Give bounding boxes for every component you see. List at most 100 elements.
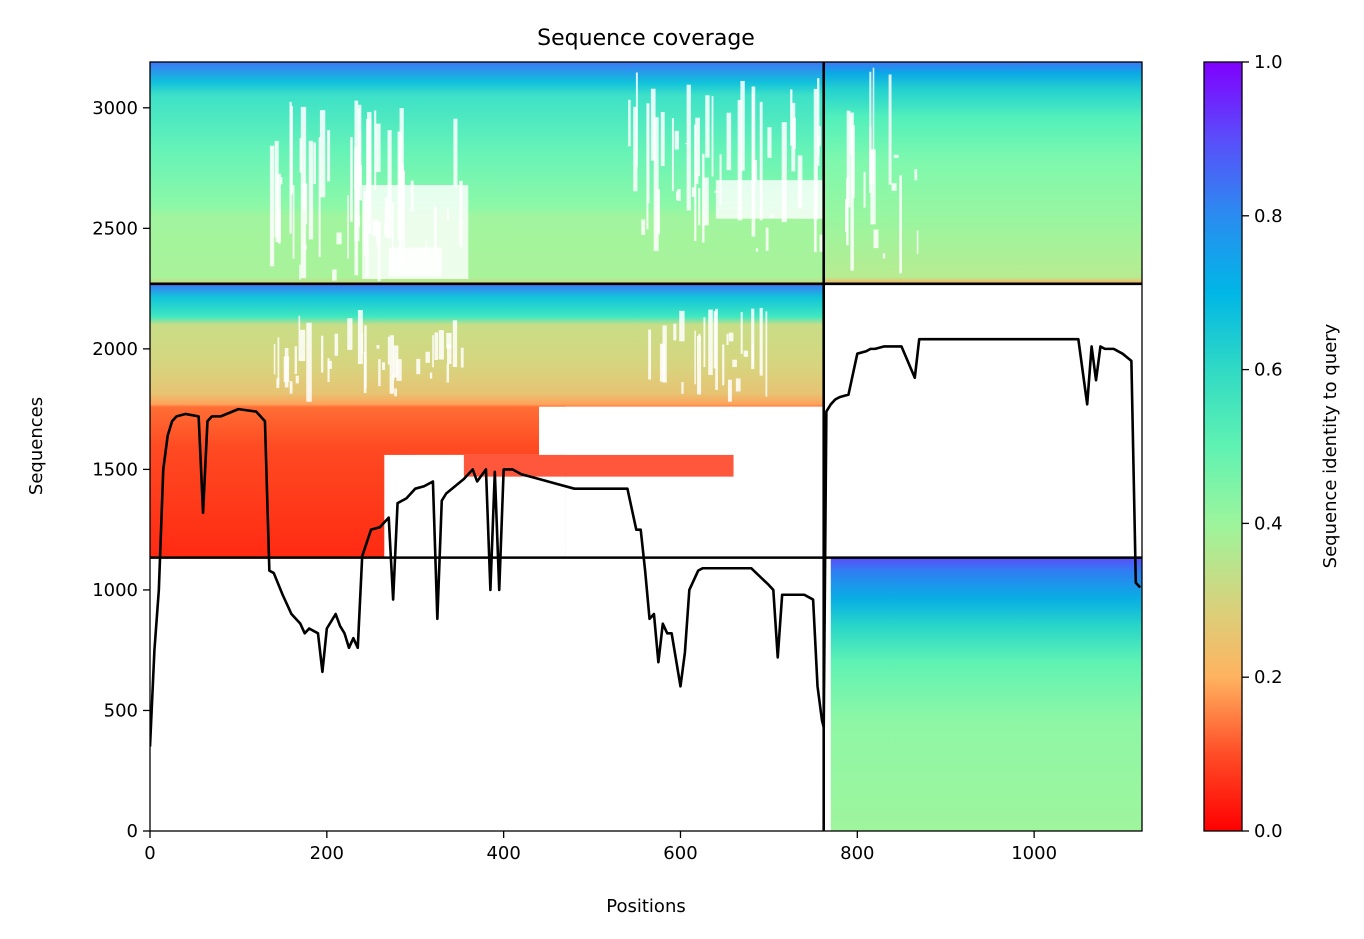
gap-streak-4-4: [914, 169, 918, 181]
gap-streak-1-8: [327, 360, 332, 369]
gap-streak-4-12: [869, 71, 872, 152]
gap-streak-0-12: [387, 130, 392, 239]
gap-streak-2-15: [755, 248, 759, 252]
gap-streak-0-37: [280, 177, 283, 185]
axes-frame: [149, 61, 1143, 832]
gap-streak-2-48: [646, 103, 649, 230]
y-tick-label-0: 0: [127, 821, 138, 842]
gap-streak-2-16: [685, 143, 687, 145]
gap-streak-1-17: [432, 335, 434, 368]
gap-streak-4-16: [845, 199, 848, 232]
gap-streak-2-4: [711, 96, 714, 177]
gap-streak-2-18: [677, 189, 681, 202]
gap-streak-2-24: [759, 101, 763, 221]
colorbar-tick-label-0.8: 0.8: [1254, 206, 1283, 227]
gap-streak-3-0: [703, 317, 706, 368]
gap-streak-2-45: [819, 234, 824, 252]
x-tick-label-200: 200: [310, 843, 344, 864]
coverage-line: [150, 337, 1142, 747]
gap-streak-2-9: [695, 173, 699, 185]
gap-streak-1-4: [429, 372, 433, 379]
gap-streak-3-20: [751, 308, 755, 370]
colorbar-tick-label-0.0: 0.0: [1254, 821, 1283, 842]
gap-streak-0-47: [367, 111, 372, 234]
uncovered-region-5: [539, 406, 824, 455]
gap-streak-0-52: [302, 183, 307, 210]
gap-streak-4-3: [899, 175, 902, 274]
gap-streak-1-32: [289, 381, 293, 394]
y-tick-label-500: 500: [104, 700, 138, 721]
gap-streak-2-34: [656, 189, 661, 235]
gap-streak-2-43: [740, 80, 745, 171]
gap-streak-2-25: [703, 177, 709, 226]
gap-streak-1-0: [298, 315, 301, 361]
gap-streak-1-37: [393, 345, 399, 378]
gap-streak-1-11: [434, 332, 439, 360]
gap-streak-4-14: [888, 74, 892, 185]
gap-streak-0-59: [347, 195, 349, 259]
gap-streak-0-8: [299, 138, 303, 173]
gap-streak-2-44: [705, 95, 710, 158]
gap-streak-1-6: [327, 358, 330, 383]
gap-streak-2-22: [726, 112, 732, 171]
colorbar-tick-label-1.0: 1.0: [1254, 52, 1283, 73]
gap-streak-2-41: [752, 160, 758, 182]
gap-streak-0-58: [357, 108, 360, 222]
gap-streak-0-26: [269, 145, 275, 267]
x-tick-label-800: 800: [840, 843, 874, 864]
gap-streak-2-31: [635, 72, 638, 168]
gap-streak-3-5: [681, 382, 684, 394]
gap-streak-1-31: [376, 345, 380, 349]
gap-streak-0-13: [292, 185, 295, 259]
gap-streak-4-13: [891, 183, 897, 191]
uncovered-region-2: [729, 454, 824, 558]
gap-streak-3-8: [726, 333, 729, 346]
gap-streak-1-9: [460, 347, 464, 368]
gap-streak-2-47: [781, 122, 787, 223]
gap-streak-4-1: [893, 154, 899, 158]
gap-streak-4-2: [916, 230, 919, 254]
x-tick-label-400: 400: [486, 843, 520, 864]
gap-streak-3-14: [679, 310, 685, 342]
y-tick-label-2000: 2000: [92, 339, 138, 360]
gap-streak-2-29: [737, 99, 743, 221]
gap-streak-0-44: [375, 123, 381, 173]
uncovered-region-6: [823, 557, 831, 831]
gap-streak-2-46: [819, 126, 821, 146]
y-tick-label-2500: 2500: [92, 218, 138, 239]
gap-streak-2-12: [674, 130, 680, 150]
heatmap-block-4: [823, 557, 1142, 831]
gap-streak-2-32: [719, 154, 722, 205]
gap-streak-2-11: [628, 99, 631, 147]
gap-streak-1-3: [446, 332, 452, 349]
colorbar: [1203, 61, 1243, 832]
heatmap-block-1: [150, 62, 824, 284]
y-tick-label-1000: 1000: [92, 580, 138, 601]
gap-streak-2-27: [790, 89, 793, 146]
gap-streak-2-8: [660, 111, 665, 167]
gap-streak-4-10: [849, 114, 852, 155]
gap-streak-3-16: [648, 329, 652, 380]
y-tick-label-1500: 1500: [92, 459, 138, 480]
gap-streak-0-45: [354, 100, 359, 276]
gap-patch-2: [715, 180, 824, 219]
gap-streak-2-20: [813, 88, 818, 220]
colorbar-ticks: 0.0 0.2 0.4 0.6 0.8 1.0: [1242, 52, 1283, 842]
gap-streak-1-15: [446, 363, 450, 383]
gap-streak-1-35: [447, 343, 452, 364]
gap-streak-2-40: [676, 191, 679, 201]
gap-streak-1-29: [276, 378, 280, 389]
gap-streak-2-36: [641, 219, 646, 235]
gap-streak-0-18: [319, 110, 326, 198]
gap-streak-3-15: [728, 332, 734, 342]
gap-streak-3-4: [713, 311, 717, 369]
gap-streak-3-2: [727, 379, 732, 402]
gap-streak-2-23: [817, 136, 820, 156]
gap-streak-2-26: [813, 195, 817, 253]
gap-streak-2-42: [767, 127, 772, 158]
gap-streak-3-22: [732, 359, 737, 368]
gap-streak-2-0: [647, 103, 650, 204]
gap-streak-1-36: [364, 325, 367, 388]
gap-streak-3-11: [698, 333, 701, 342]
chart-title: Sequence coverage: [537, 26, 755, 51]
